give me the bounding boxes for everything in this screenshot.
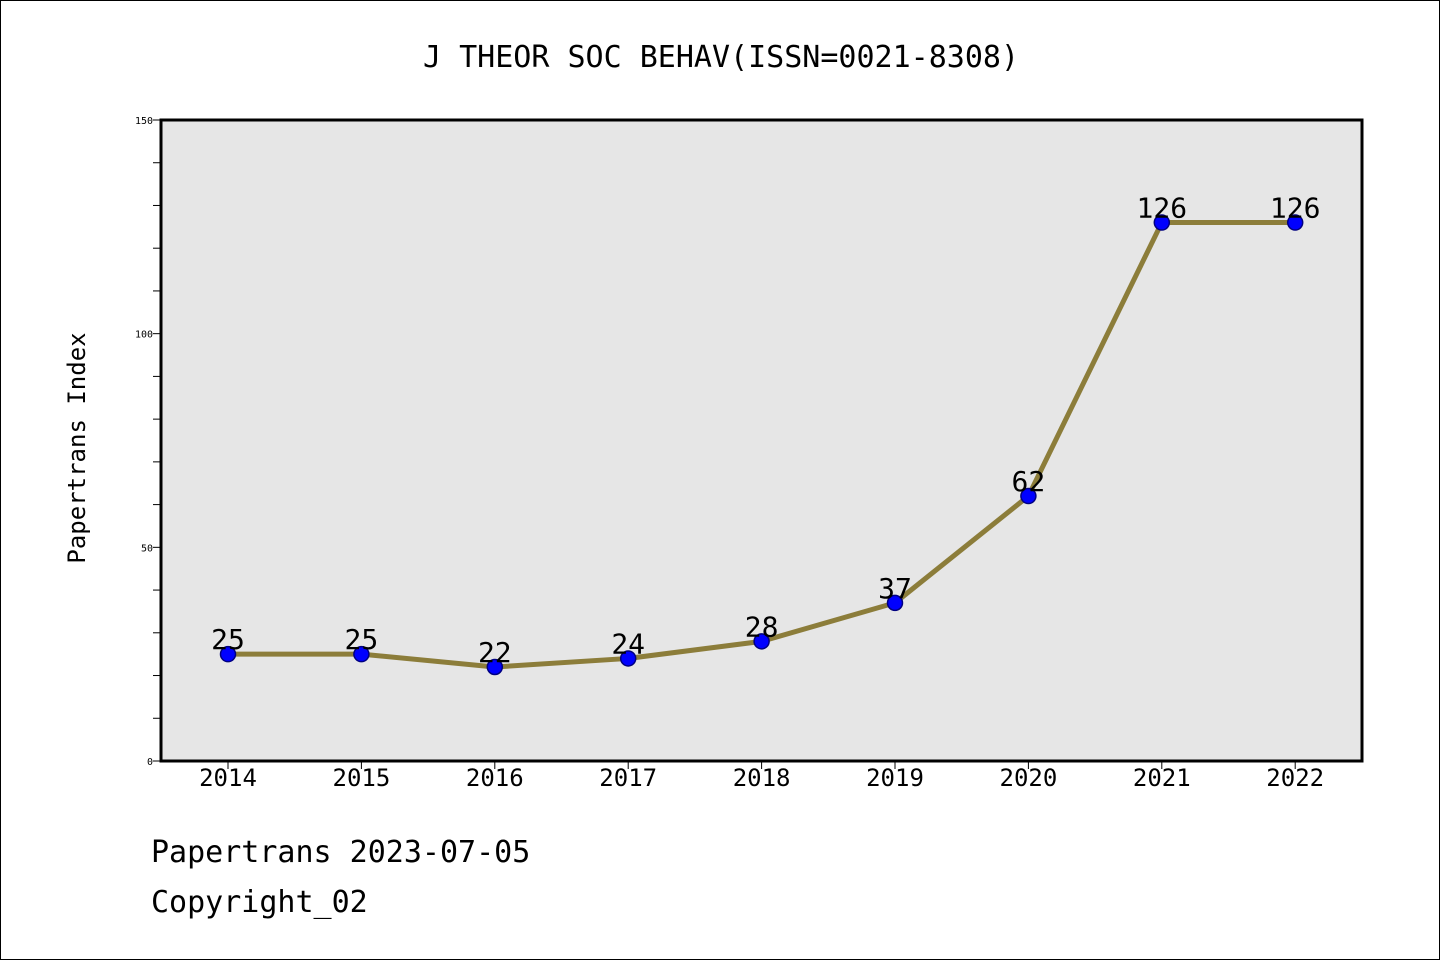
x-tick-label: 2017: [599, 764, 657, 792]
data-label: 37: [878, 572, 912, 605]
data-label: 62: [1012, 465, 1046, 498]
y-axis-ticks: 0 50 100 150: [135, 116, 161, 768]
data-point: [353, 645, 370, 663]
data-point: [1286, 214, 1304, 231]
x-axis-ticks: 2014 2015 2016 2017 2018 2019 2020 2021 2022: [199, 761, 1324, 792]
data-point: [886, 594, 904, 612]
x-tick-label: 2016: [466, 764, 524, 792]
y-tick-label: 50: [141, 543, 153, 554]
data-point: [219, 645, 237, 663]
data-labels: 25 25 22 24 28 37 62 126 126: [211, 192, 1320, 669]
x-tick-label: 2014: [199, 764, 257, 792]
y-axis-label: Papertrans Index: [63, 332, 91, 563]
data-label: 28: [745, 610, 779, 643]
y-tick-label: 0: [147, 757, 153, 768]
data-label: 24: [611, 627, 645, 660]
data-label: 25: [345, 623, 379, 656]
x-tick-label: 2015: [333, 764, 391, 792]
x-tick-label: 2021: [1133, 764, 1191, 792]
x-tick-label: 2022: [1266, 764, 1324, 792]
y-tick-label: 150: [135, 116, 153, 127]
footer-date: Papertrans 2023-07-05: [151, 835, 531, 870]
data-point: [753, 633, 770, 650]
x-tick-label: 2020: [1000, 764, 1058, 792]
x-tick-label: 2019: [866, 764, 924, 792]
data-point: [486, 658, 504, 676]
data-label: 126: [1137, 192, 1188, 225]
x-tick-label: 2018: [733, 764, 791, 792]
y-tick-label: 100: [135, 330, 153, 341]
chart-title: J THEOR SOC BEHAV(ISSN=0021-8308): [423, 40, 1019, 75]
data-label: 126: [1270, 192, 1321, 225]
data-point: [1153, 214, 1171, 231]
data-label: 25: [211, 623, 245, 656]
series-layer: [219, 214, 1304, 676]
data-point: [619, 650, 637, 667]
data-label: 22: [478, 636, 512, 669]
footer-copyright: Copyright_02: [151, 885, 368, 920]
data-point: [1020, 487, 1037, 505]
